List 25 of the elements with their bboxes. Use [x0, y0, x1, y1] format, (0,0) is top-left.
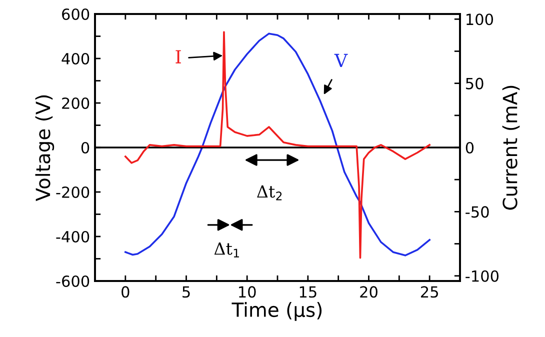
x-tick-label: 15 [300, 286, 316, 298]
y-tick-label: 600 [62, 8, 90, 20]
y-tick-label: 0 [81, 142, 90, 154]
x-tick-label: 5 [182, 286, 190, 298]
y2-tick-label: 100 [466, 14, 494, 26]
x-tick-label: 25 [420, 286, 438, 298]
y2-tick-label: 0 [466, 142, 474, 154]
x-axis-title: Time (µs) [232, 302, 322, 321]
annotation: I [176, 50, 181, 64]
x-tick-label: 20 [360, 286, 378, 298]
y2-tick-label: 50 [466, 78, 484, 90]
y-tick-label: 400 [62, 52, 90, 65]
y-tick-label: -200 [56, 186, 90, 198]
x-tick-label: 10 [239, 286, 256, 298]
y-tick-label: -400 [56, 230, 90, 243]
annotation: Δt$_{1}$ [214, 242, 239, 258]
y2-tick-label: -100 [466, 270, 499, 282]
y2-axis-title: Current (mA) [502, 86, 520, 210]
y-tick-label: -600 [56, 275, 90, 288]
x-tick-label: 0 [122, 286, 130, 298]
annotation: V [334, 54, 348, 68]
y-tick-label: 200 [62, 97, 90, 110]
annotation: Δt$_{2}$ [257, 185, 282, 200]
y-axis-title: Voltage (V) [35, 95, 54, 202]
y2-tick-label: -50 [466, 206, 489, 218]
